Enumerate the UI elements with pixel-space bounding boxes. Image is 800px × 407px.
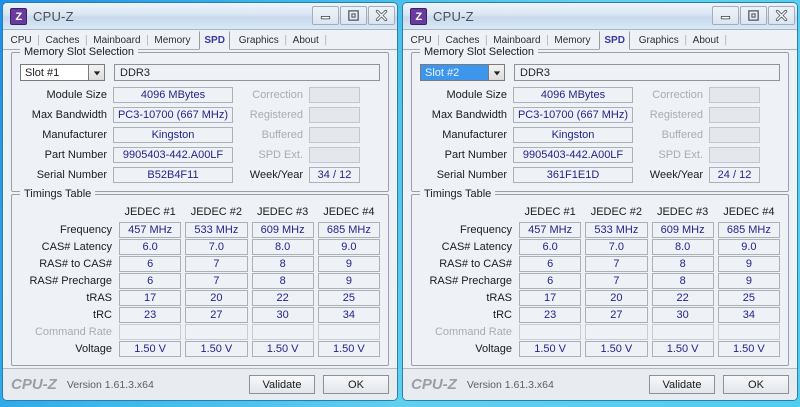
svg-text:Z: Z (15, 11, 22, 23)
svg-text:Z: Z (415, 11, 422, 23)
